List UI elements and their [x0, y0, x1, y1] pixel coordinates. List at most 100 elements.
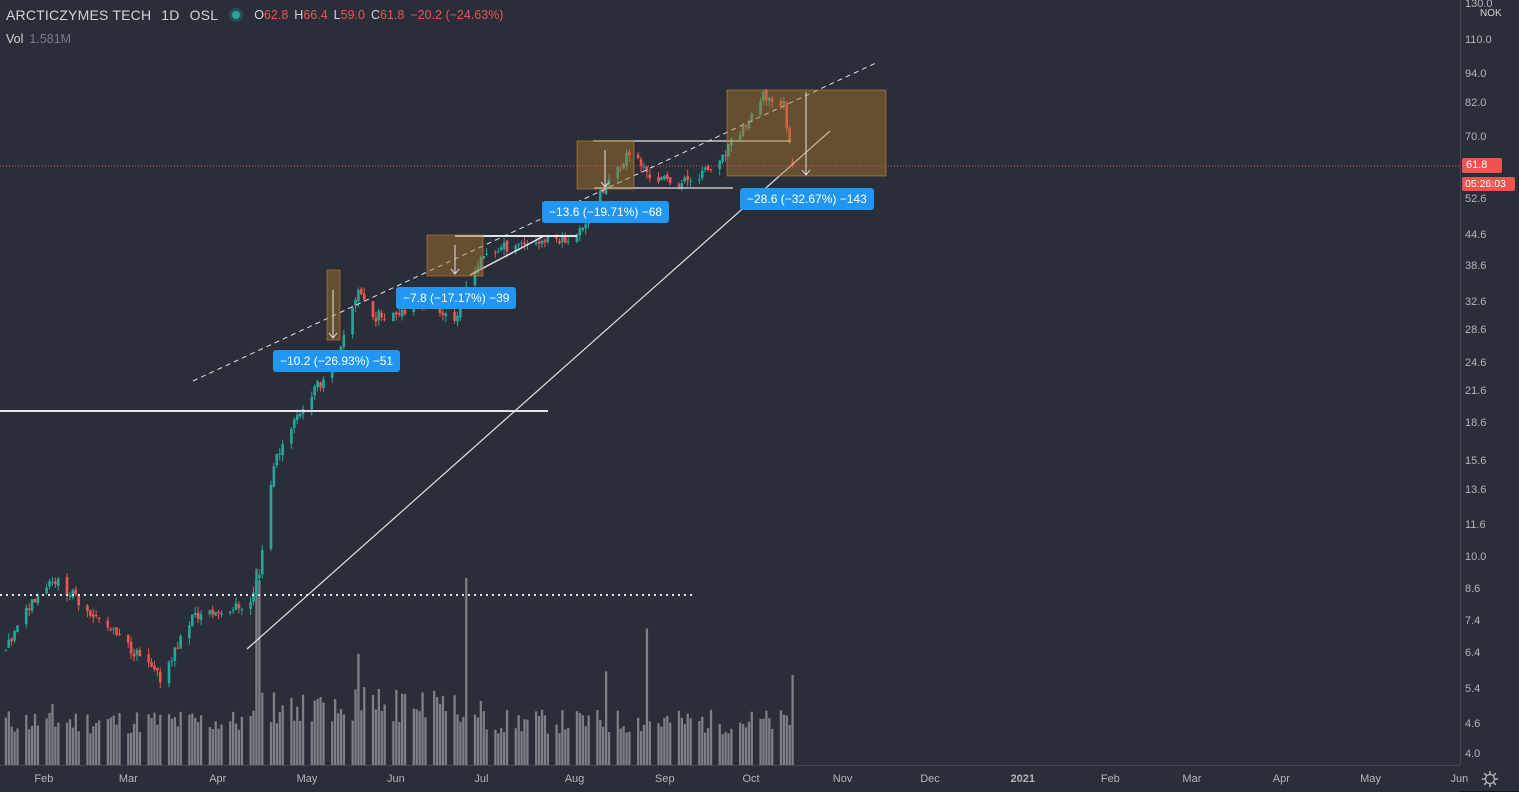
candle-body — [616, 167, 620, 179]
time-tick-label: May — [1360, 773, 1381, 785]
measure-callout-2[interactable]: −7.8 (−17.17%) −39 — [396, 287, 517, 309]
candle-body — [575, 233, 579, 242]
settings-gear-icon[interactable] — [1478, 768, 1502, 790]
volume-bar — [68, 719, 72, 765]
low-value: 59.0 — [340, 8, 365, 22]
volume-bar — [10, 726, 13, 765]
candle-body — [158, 671, 162, 683]
candle-body — [741, 125, 745, 136]
price-tick-label: 70.0 — [1465, 131, 1487, 144]
volume-bar — [354, 689, 357, 765]
candle-body — [374, 317, 378, 322]
candle-body — [473, 270, 477, 286]
candle-body — [115, 627, 118, 635]
candle-body — [68, 595, 72, 597]
candle-body — [313, 386, 316, 396]
volume-bar — [217, 728, 220, 765]
volume-bar — [351, 720, 354, 765]
measure-callout-3[interactable]: −13.6 (−19.71%) −68 — [542, 201, 670, 223]
candle-body — [680, 183, 684, 189]
candle-body — [258, 574, 261, 579]
close-value: 61.8 — [380, 8, 405, 22]
candle-body — [275, 454, 279, 466]
volume-bar — [768, 718, 771, 765]
volume-bar — [118, 713, 121, 765]
measure-callout-4[interactable]: −28.6 (−32.67%) −143 — [740, 188, 874, 210]
candle-body — [228, 611, 232, 613]
volume-bar — [546, 733, 549, 765]
candle-body — [767, 97, 771, 102]
volume-bar — [301, 694, 305, 765]
candle-body — [520, 242, 523, 244]
support-trend-line — [246, 130, 831, 650]
time-tick-label: Jun — [386, 773, 405, 785]
volume-bar — [444, 711, 448, 765]
volume-bar — [561, 710, 564, 765]
measure-callout-1[interactable]: −10.2 (−26.93%) −51 — [273, 350, 401, 372]
time-axis[interactable]: Feb Mar Apr May Jun Jul Aug Sep Oct Nov Dec 2021 Feb… — [0, 765, 1468, 792]
candle-body — [636, 154, 640, 159]
open-key: O — [254, 8, 264, 22]
volume-bar — [380, 711, 383, 765]
price-tick-label: 52.6 — [1465, 193, 1487, 206]
candle-body — [48, 581, 51, 587]
candle-body — [747, 122, 751, 129]
candle-body — [779, 101, 783, 106]
candle-body — [738, 135, 742, 140]
symbol-name[interactable]: ARCTICZYMES TECH — [6, 7, 152, 23]
time-tick-label: Sep — [655, 773, 675, 785]
volume-bar — [607, 731, 611, 765]
volume-bar — [502, 732, 506, 765]
volume-bar — [109, 717, 112, 765]
volume-bar — [220, 724, 223, 765]
price-tick-label: 82.0 — [1465, 97, 1487, 110]
candle-body — [298, 413, 302, 417]
volume-bar — [357, 653, 360, 765]
volume-bar — [497, 733, 500, 765]
volume-bar — [74, 713, 77, 765]
volume-bar — [127, 733, 130, 765]
volume-bar — [785, 715, 788, 765]
volume-bar — [179, 711, 182, 765]
candle-body — [383, 318, 386, 320]
volume-bar — [555, 724, 558, 765]
candle-body — [316, 381, 319, 388]
volume-bar — [156, 724, 159, 765]
candle-body — [438, 308, 442, 314]
volume-bar — [791, 674, 794, 765]
price-tick-label: 4.0 — [1465, 748, 1481, 760]
volume-bar — [97, 720, 101, 765]
volume-bar — [625, 732, 628, 765]
volume-bar — [392, 721, 395, 765]
volume-bar — [249, 715, 252, 765]
volume-bar — [232, 711, 235, 765]
volume-bar — [214, 721, 217, 765]
candle-body — [377, 310, 381, 321]
time-tick-label: Apr — [1272, 773, 1290, 785]
chart-plot[interactable] — [0, 0, 1460, 765]
candle-body — [220, 612, 223, 615]
volume-bar — [269, 722, 273, 765]
volume-bar — [188, 714, 191, 765]
measure-arrow-1-head — [328, 332, 338, 339]
volume-bar — [77, 731, 80, 765]
volume-bar — [520, 731, 523, 765]
volume-bar — [581, 715, 584, 765]
interval[interactable]: 1D — [161, 7, 180, 23]
price-tick-label: 130.0 — [1465, 0, 1493, 11]
price-axis[interactable]: 4.0 4.6 5.4 6.4 7.4 8.6 10.0 11.6 13.6 15.6 18.6 21… — [1460, 0, 1519, 765]
volume-bar — [453, 695, 456, 765]
volume-legend[interactable]: Vol 1.581M — [6, 32, 71, 46]
volume-label: Vol — [6, 32, 24, 46]
change-value: −20.2 (−24.63%) — [410, 8, 504, 22]
volume-bar — [718, 723, 721, 765]
volume-bar — [558, 733, 561, 765]
candle-body — [598, 191, 602, 202]
price-tick-label: 7.4 — [1465, 615, 1481, 628]
time-tick-label: May — [296, 773, 318, 785]
candle-body — [683, 177, 687, 182]
candle-body — [665, 174, 669, 179]
volume-bar — [535, 711, 538, 765]
candle-body — [625, 152, 628, 166]
candle-body — [322, 379, 325, 389]
